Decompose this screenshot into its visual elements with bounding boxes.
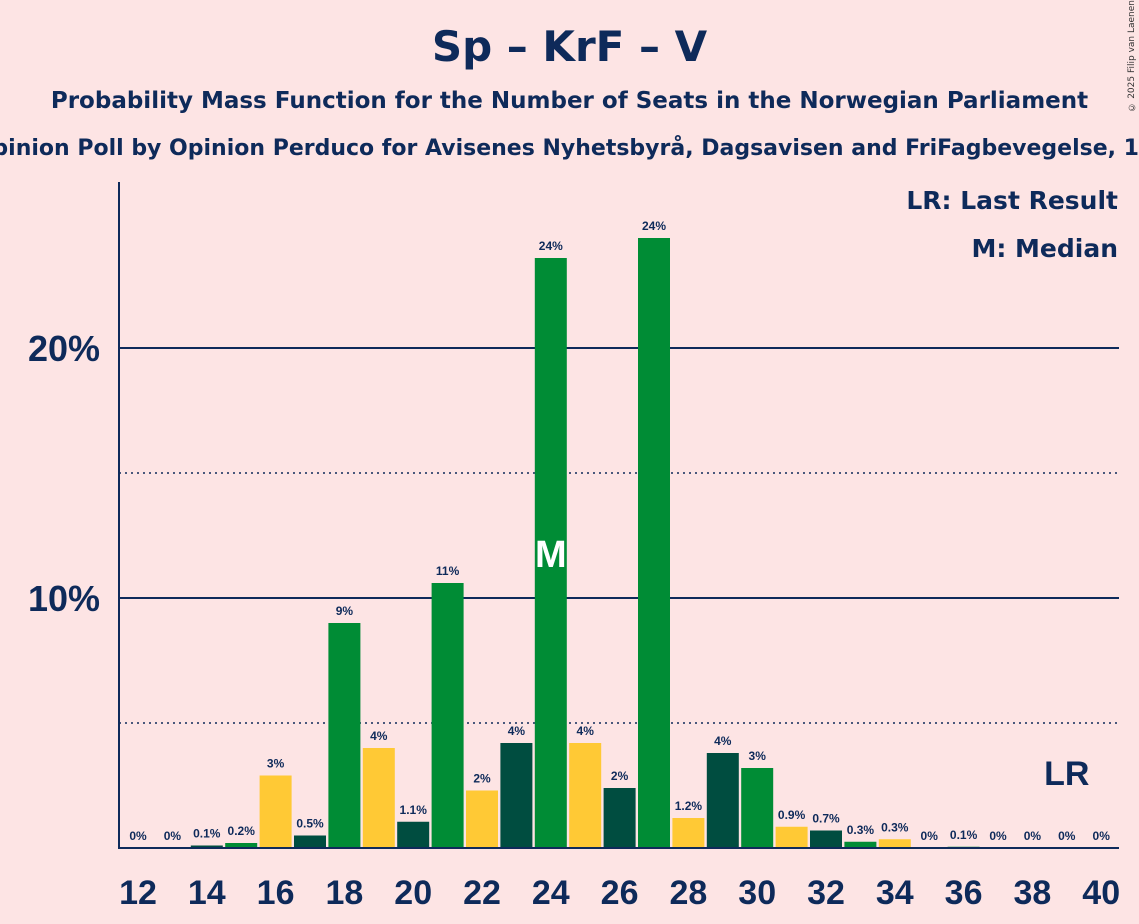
y-tick-label-10: 10% [28,578,100,619]
bar-label-17: 0.5% [296,817,324,831]
bar-label-16: 3% [267,757,285,771]
bar-label-37: 0% [989,829,1007,843]
chart-title: Sp – KrF – V [431,22,708,71]
bar-33 [844,841,877,848]
chart-subtitle-poll: Opinion Poll by Opinion Perduco for Avis… [0,136,1139,161]
x-tick-label-36: 36 [945,874,983,912]
bar-label-22: 2% [473,772,491,786]
bar-label-12: 0% [129,829,147,843]
bar-17 [294,835,326,848]
bar-label-32: 0.7% [812,812,840,826]
chart-subtitle: Probability Mass Function for the Number… [50,88,1089,114]
bar-label-20: 1.1% [400,803,428,817]
bar-label-29: 4% [714,734,732,748]
bar-31 [775,826,808,848]
bar-20 [397,821,430,848]
bar-label-31: 0.9% [778,808,806,822]
bar-label-21: 11% [436,564,460,578]
bar-label-14: 0.1% [193,827,221,841]
bar-label-23: 4% [508,724,526,738]
x-tick-label-32: 32 [807,874,845,912]
bar-label-25: 4% [577,724,595,738]
bar-label-38: 0% [1024,829,1042,843]
bar-label-28: 1.2% [675,799,703,813]
bar-22 [466,790,498,848]
bar-16 [259,775,292,848]
legend-last-result: LR: Last Result [906,186,1118,215]
bar-28 [672,818,705,848]
bar-18 [328,623,361,848]
x-tick-label-28: 28 [669,874,707,912]
bar-24 [534,258,567,848]
bar-30 [741,768,774,848]
x-tick-label-26: 26 [601,874,639,912]
bar-15 [225,843,258,848]
bar-label-26: 2% [611,769,629,783]
legend-median: M: Median [971,234,1118,263]
bar-label-19: 4% [370,729,388,743]
bar-27 [638,238,670,848]
bar-21 [431,583,464,848]
bar-32 [810,830,842,848]
bar-label-27: 24% [642,219,666,233]
bar-label-30: 3% [749,749,767,763]
bar-label-18: 9% [336,604,354,618]
y-tick-label-20: 20% [28,328,100,369]
bar-26 [603,788,636,848]
bar-label-13: 0% [164,829,182,843]
bar-29 [706,753,739,848]
x-tick-label-22: 22 [463,874,501,912]
bar-label-39: 0% [1058,829,1076,843]
last-result-marker: LR [1044,755,1089,793]
x-tick-label-12: 12 [119,874,157,912]
bar-25 [569,743,602,848]
x-tick-label-34: 34 [876,874,914,912]
bar-label-36: 0.1% [950,828,978,842]
x-tick-label-20: 20 [394,874,432,912]
bar-34 [878,839,911,848]
median-marker: M [535,534,567,576]
bar-label-40: 0% [1093,829,1111,843]
bar-label-24: 24% [539,239,563,253]
bar-19 [362,748,395,848]
bar-label-33: 0.3% [847,823,875,837]
bar-23 [500,743,533,848]
x-tick-label-18: 18 [325,874,363,912]
x-tick-label-40: 40 [1082,874,1120,912]
x-tick-label-16: 16 [257,874,295,912]
bar-label-34: 0.3% [881,820,909,834]
x-tick-label-14: 14 [188,874,226,912]
x-tick-label-30: 30 [738,874,776,912]
bar-14 [190,845,223,848]
x-tick-label-24: 24 [532,874,570,912]
bar-label-35: 0% [921,829,939,843]
x-tick-label-38: 38 [1013,874,1051,912]
bar-label-15: 0.2% [228,824,256,838]
